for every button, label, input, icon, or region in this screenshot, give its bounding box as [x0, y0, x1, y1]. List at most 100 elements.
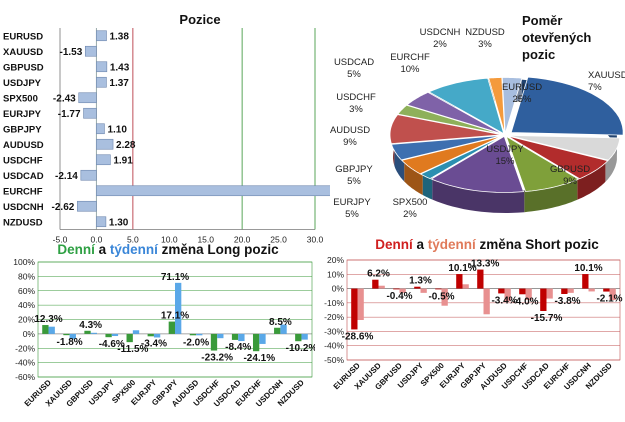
long-weekly-bar — [111, 333, 119, 337]
pie-slice — [507, 135, 621, 161]
position-value-label: 1.30 — [109, 217, 129, 228]
pie-slice-percent: 2% — [403, 209, 417, 220]
short-weekly-bar — [462, 284, 469, 289]
long-change-title: Denní a týdenní změna Long pozic — [57, 242, 279, 257]
short-title-part-rest: změna Short pozic — [476, 237, 600, 252]
short-change-panel: Denní a týdenní změna Short pozic 20% 10%… — [315, 232, 625, 417]
category-label: SPX500 — [3, 93, 38, 104]
long-data-label: -11.5% — [117, 344, 148, 355]
pie-slice-percent: 3% — [349, 104, 363, 115]
short-weekly-bar — [357, 288, 364, 320]
position-bar — [78, 92, 97, 104]
y-tick-label: -40% — [324, 341, 344, 351]
pie-title-line-1: Poměr — [522, 13, 562, 28]
category-label: GBPUSD — [3, 62, 44, 73]
y-tick-label: 20% — [327, 255, 344, 265]
x-tick-label: 15.0 — [197, 235, 214, 245]
pie-slice — [507, 135, 609, 180]
short-weekly-bar — [378, 285, 385, 289]
pie-slice-label: XAUUSD — [588, 70, 625, 81]
y-tick-label: -60% — [15, 372, 35, 382]
short-daily-bar — [603, 288, 610, 292]
long-weekly-bar — [69, 333, 76, 339]
short-data-label: -4.0% — [512, 296, 538, 307]
plot-frame — [37, 261, 313, 378]
short-weekly-bar — [546, 288, 553, 299]
pie-slice-label: GBPJPY — [335, 164, 373, 175]
position-value-label: -2.62 — [52, 202, 75, 213]
short-data-label: -0.4% — [386, 291, 412, 302]
category-label: USDCNH — [3, 202, 44, 213]
short-data-label: -3.4% — [491, 295, 517, 306]
pie-slice-side — [524, 177, 578, 213]
short-weekly-bar — [483, 288, 490, 315]
y-tick-label: -10% — [324, 298, 344, 308]
pie-slice — [505, 135, 580, 192]
long-daily-bar — [252, 333, 260, 352]
long-daily-bar — [126, 333, 133, 343]
short-weekly-bar — [399, 288, 406, 293]
pie-slice-label: SPX500 — [393, 197, 428, 208]
short-weekly-bar — [525, 288, 532, 300]
long-title-part-weekly: týdenní — [110, 242, 159, 257]
pie-slice-percent: 10% — [400, 64, 420, 75]
short-title-part-weekly: týdenní — [428, 237, 477, 252]
y-tick-label: 60% — [18, 286, 35, 296]
short-weekly-bar — [588, 288, 595, 292]
x-tick-label: -5.0 — [53, 235, 68, 245]
pie-slice-label: USDJPY — [486, 144, 524, 155]
y-tick-label: -20% — [324, 312, 344, 322]
short-daily-bar — [582, 274, 589, 289]
x-tick-label: 20.0 — [234, 235, 251, 245]
short-data-label: 6.2% — [367, 269, 390, 280]
long-data-label: 71.1% — [161, 272, 189, 283]
pie-slice-percent: 3% — [478, 39, 492, 50]
plot-frame — [346, 259, 621, 361]
pie-slice-percent: 5% — [347, 69, 361, 80]
short-weekly-bar — [420, 288, 427, 293]
x-tick-label: 10.0 — [161, 235, 178, 245]
long-daily-bar — [105, 333, 112, 338]
position-bar — [84, 45, 97, 57]
pie-slice-side — [577, 159, 606, 200]
position-bar — [96, 30, 107, 42]
long-data-label: 4.3% — [79, 320, 102, 331]
short-change-chart: Denní a týdenní změna Short pozic 20% 10%… — [324, 237, 623, 392]
y-tick-label: 10% — [327, 269, 344, 279]
short-data-label: -28.6% — [342, 331, 374, 342]
x-tick-label: 5.0 — [127, 235, 139, 245]
short-title-part-daily: Denní — [375, 237, 414, 252]
category-label: EURJPY — [3, 109, 42, 120]
position-value-label: 1.91 — [113, 155, 133, 166]
y-tick-label: 40% — [18, 300, 35, 310]
short-data-label: 10.1% — [574, 263, 602, 274]
long-weekly-bar — [48, 326, 55, 334]
long-title-part-daily: Denní — [57, 242, 96, 257]
pie-slice — [501, 77, 523, 134]
y-tick-label: -50% — [324, 355, 344, 365]
long-weekly-bar — [196, 333, 203, 336]
x-tick-label: 0.0 — [91, 235, 103, 245]
short-daily-bar — [498, 288, 505, 294]
short-weekly-bar — [567, 288, 574, 293]
long-data-label: -4.6% — [99, 339, 125, 350]
long-data-label: -24.1% — [243, 353, 275, 364]
long-daily-bar — [189, 333, 197, 336]
position-bar — [96, 185, 411, 197]
positions-chart-title: Pozice — [179, 12, 220, 27]
short-data-label: 1.3% — [409, 276, 432, 287]
short-title-part-a: a — [413, 237, 428, 252]
short-daily-bar — [456, 274, 463, 289]
short-daily-bar — [393, 288, 400, 290]
pie-slice-percent: 5% — [347, 176, 361, 187]
y-tick-label: 20% — [18, 315, 35, 325]
x-tick-label: 30.0 — [307, 235, 324, 245]
long-weekly-bar — [153, 333, 161, 338]
pie-slice — [488, 77, 506, 134]
position-bar — [96, 123, 105, 135]
category-label: USDJPY — [3, 78, 42, 89]
long-daily-bar — [84, 330, 91, 334]
long-data-label: -10.2% — [286, 343, 315, 354]
long-weekly-bar — [90, 332, 98, 334]
pie-slice-percent: 9% — [343, 137, 357, 148]
